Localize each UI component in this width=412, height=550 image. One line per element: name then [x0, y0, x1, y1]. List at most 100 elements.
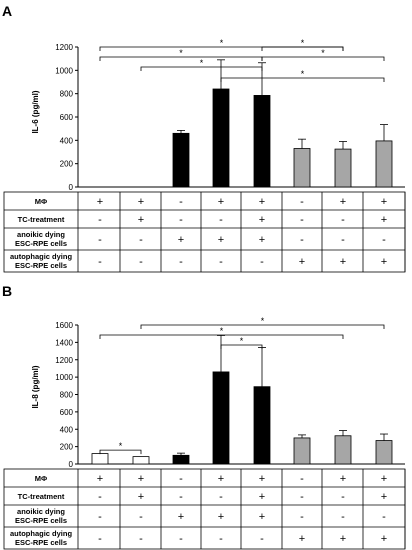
table-sign: +	[340, 473, 346, 485]
table-sign: -	[300, 196, 304, 208]
table-sign: -	[300, 473, 304, 485]
table-sign: +	[259, 511, 265, 523]
table-sign: -	[139, 533, 143, 545]
y-tick-label: 200	[60, 160, 74, 169]
table-sign: +	[299, 256, 305, 268]
table-sign: -	[300, 234, 304, 246]
table-sign: -	[98, 234, 102, 246]
table-sign: -	[98, 533, 102, 545]
panel-a-y-axis-label: IL-6 (pg/ml)	[31, 90, 40, 133]
significance-star: *	[220, 326, 224, 336]
table-sign: +	[259, 196, 265, 208]
table-sign: -	[179, 196, 183, 208]
bar	[375, 440, 393, 465]
significance-star: *	[220, 38, 224, 48]
table-sign: +	[218, 511, 224, 523]
table-sign: +	[138, 196, 144, 208]
table-row-label: TC-treatment	[18, 215, 65, 224]
y-tick-label: 1400	[55, 338, 73, 347]
table-sign: +	[259, 234, 265, 246]
table-row-label: TC-treatment	[18, 492, 65, 501]
table-sign: +	[218, 234, 224, 246]
significance-star: *	[301, 69, 305, 79]
significance-bracket	[261, 56, 385, 61]
significance-star: *	[200, 58, 204, 68]
table-sign: -	[98, 511, 102, 523]
bar	[334, 435, 352, 465]
y-tick-label: 800	[60, 391, 74, 400]
bar	[172, 454, 190, 465]
table-sign: -	[219, 533, 223, 545]
table-sign: -	[139, 234, 143, 246]
y-tick-label: 1200	[55, 356, 73, 365]
significance-bracket	[99, 334, 344, 339]
table-row-label: anoikic dying	[17, 230, 65, 239]
significance-star: *	[240, 336, 244, 346]
y-tick-label: 600	[60, 113, 74, 122]
table-sign: -	[300, 511, 304, 523]
significance-bracket	[220, 77, 385, 82]
y-tick-label: 0	[69, 460, 74, 469]
significance-star: *	[261, 316, 265, 326]
y-tick-label: 200	[60, 443, 74, 452]
table-sign: +	[97, 196, 103, 208]
table-sign: -	[300, 491, 304, 503]
significance-bracket	[140, 66, 263, 71]
significance-star: *	[301, 38, 305, 48]
table-sign: +	[381, 533, 387, 545]
table-sign: -	[179, 533, 183, 545]
table-row-label: ESC-RPE cells	[15, 261, 67, 270]
panel-b-letter: B	[2, 283, 12, 299]
y-tick-label: 800	[60, 90, 74, 99]
y-tick-label: 1000	[55, 66, 73, 75]
table-sign: -	[179, 256, 183, 268]
table-sign: -	[219, 491, 223, 503]
table-sign: -	[260, 533, 264, 545]
bar	[293, 148, 311, 188]
table-sign: +	[381, 491, 387, 503]
bar	[334, 148, 352, 188]
table-row-label: ESC-RPE cells	[15, 538, 67, 547]
panel-a-letter: A	[2, 3, 12, 19]
table-sign: -	[179, 491, 183, 503]
table-sign: -	[260, 256, 264, 268]
bar	[132, 456, 150, 465]
significance-bracket	[140, 324, 385, 329]
table-sign: -	[139, 511, 143, 523]
significance-star: *	[179, 48, 183, 58]
table-row-label: ESC-RPE cells	[15, 516, 67, 525]
panel-b: B IL-8 (pg/ml) 0 200 400 600 800 1000 1200 1400…	[2, 283, 406, 550]
y-tick-label: 1000	[55, 373, 73, 382]
significance-star: *	[119, 441, 123, 451]
table-sign: -	[341, 234, 345, 246]
table-row-label: autophagic dying	[10, 252, 73, 261]
table-sign: +	[381, 214, 387, 226]
table-sign: +	[138, 214, 144, 226]
y-tick-label: 400	[60, 136, 74, 145]
table-sign: +	[381, 473, 387, 485]
y-tick-label: 600	[60, 408, 74, 417]
table-sign: -	[179, 214, 183, 226]
table-sign: -	[98, 491, 102, 503]
significance-star: *	[321, 48, 325, 58]
table-sign: -	[382, 234, 386, 246]
table-sign: +	[138, 491, 144, 503]
table-row-label: anoikic dying	[17, 507, 65, 516]
table-sign: -	[341, 511, 345, 523]
panel-a: A IL-6 (pg/ml) 0 200 400 600 800 1000 1200 * * * *…	[2, 3, 406, 273]
table-sign: +	[340, 196, 346, 208]
bar	[375, 140, 393, 188]
table-sign: +	[97, 473, 103, 485]
table-sign: +	[178, 511, 184, 523]
significance-bracket	[261, 46, 344, 51]
bar	[293, 437, 311, 465]
table-row-label: ESC-RPE cells	[15, 239, 67, 248]
table-sign: +	[178, 234, 184, 246]
table-sign: -	[98, 256, 102, 268]
table-sign: +	[340, 533, 346, 545]
table-sign: -	[341, 491, 345, 503]
table-sign: +	[218, 473, 224, 485]
table-sign: +	[381, 196, 387, 208]
table-sign: -	[382, 511, 386, 523]
